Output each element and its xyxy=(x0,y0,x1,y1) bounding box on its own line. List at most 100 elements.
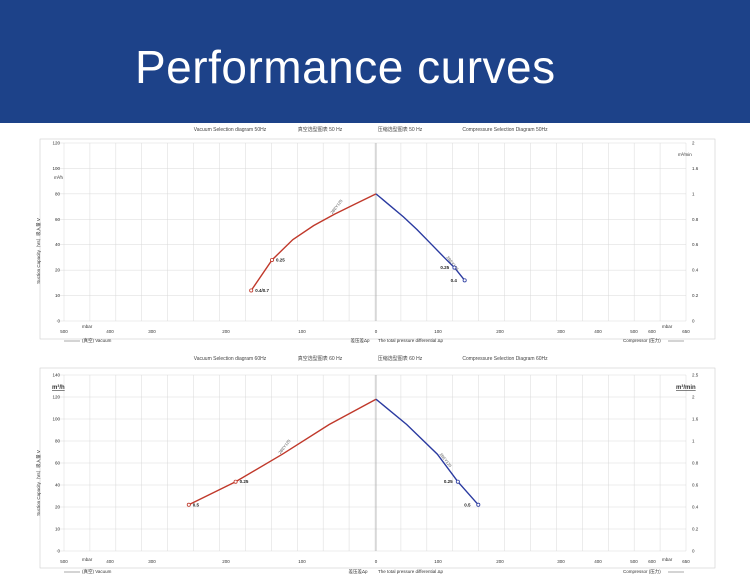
center-label: 差压差Δp xyxy=(348,568,368,575)
x-tick-label-pressure: 400 xyxy=(594,329,602,334)
footer-vacuum: (真空) Vacuum xyxy=(82,337,112,344)
point-label: 0.4/0.7 xyxy=(255,288,269,293)
x-tick-label-pressure: 500 xyxy=(630,329,638,334)
x-tick-label-pressure: 650 xyxy=(682,559,690,564)
y-tick-label-left: 0 xyxy=(57,319,60,324)
curve-point xyxy=(269,257,274,262)
y-tick-label-right: 0.2 xyxy=(692,527,699,532)
point-label: 0.5 xyxy=(193,502,200,507)
y-tick-label-left: 100 xyxy=(52,417,60,422)
y-tick-label-left: 10 xyxy=(55,293,61,298)
x-tick-label-pressure: 200 xyxy=(496,559,504,564)
y-tick-label-right: 0 xyxy=(692,549,695,554)
center-label: 差压差Δp xyxy=(350,337,370,344)
header-pressure-en: Compressure Selection Diagram 50Hz xyxy=(462,127,548,133)
y-axis-label: Suction Capacity（Vs）吸入量 V xyxy=(35,450,42,516)
compressor-curve xyxy=(375,398,479,506)
y-axis-label: Suction Capacity（Vs）吸入量 V xyxy=(35,218,42,284)
y-tick-label-right: 2.5 xyxy=(692,373,699,378)
x-unit-left: mbar xyxy=(82,324,93,329)
y-tick-label-right: 1 xyxy=(692,439,695,444)
x-unit-right: mbar xyxy=(662,324,673,329)
y-tick-label-right: 0 xyxy=(692,319,695,324)
y-tick-label-left: 40 xyxy=(55,483,61,488)
curve-point xyxy=(233,479,238,484)
x-tick-label-vacuum: 300 xyxy=(148,559,156,564)
header-vacuum-cn: 真空选型图表 50 Hz xyxy=(298,126,343,133)
footer-compressor: Compressor (压力) xyxy=(623,337,661,344)
y-tick-label-left: 20 xyxy=(55,505,61,510)
point-label: 0.25 xyxy=(440,265,449,270)
compressor-curve xyxy=(375,193,466,281)
header-pressure-cn: 压缩选型图表 60 Hz xyxy=(378,355,423,362)
y-tick-label-left: 10 xyxy=(55,527,61,532)
x-tick-label-vacuum: 100 xyxy=(298,559,306,564)
right-unit: m³/min xyxy=(676,384,696,391)
left-unit: m³/h xyxy=(52,384,65,391)
header-vacuum-cn: 真空选型图表 60 Hz xyxy=(298,355,343,362)
x-tick-label-pressure: 500 xyxy=(630,559,638,564)
x-tick-label-pressure: 100 xyxy=(434,559,442,564)
page-title: Performance curves xyxy=(135,41,556,93)
curve-point xyxy=(452,265,457,270)
x-tick-label-pressure: 400 xyxy=(594,559,602,564)
x-tick-label-vacuum: 500 xyxy=(60,329,68,334)
y-tick-label-left: 0 xyxy=(57,549,60,554)
axes: 0 10 20 40 60 80 100 120 140 0 0.2 0.4 0.6 0.8 1 1.6 2 2.… xyxy=(52,373,698,565)
x-tick-label-pressure: 600 xyxy=(648,559,656,564)
point-label: 0.5 xyxy=(464,502,471,507)
center-label-right: The total pressure differential Δp xyxy=(378,569,443,574)
y-tick-label-right: 0.8 xyxy=(692,217,699,222)
y-tick-label-left: 60 xyxy=(55,461,61,466)
y-tick-label-right: 0.4 xyxy=(692,268,699,273)
x-tick-label-vacuum: 100 xyxy=(298,329,306,334)
curve-point xyxy=(455,479,460,484)
point-label: 0.4 xyxy=(451,278,458,283)
x-tick-label-vacuum: 200 xyxy=(222,559,230,564)
header-vacuum-en: Vacuum Selection diagram 60Hz xyxy=(194,356,267,362)
curve-point xyxy=(186,502,191,507)
performance-charts: Vacuum Selection diagram 50Hz 真空选型图表 50 … xyxy=(35,126,716,575)
x-tick-label-vacuum: 200 xyxy=(222,329,230,334)
curve-point xyxy=(462,278,467,283)
y-tick-label-right: 2 xyxy=(692,395,695,400)
y-tick-label-right: 0.2 xyxy=(692,293,699,298)
x-tick-label-pressure: 650 xyxy=(682,329,690,334)
y-tick-label-left: 120 xyxy=(52,395,60,400)
header-pressure-en: Compressure Selection Diagram 60Hz xyxy=(462,356,548,362)
footer-vacuum: (真空) Vacuum xyxy=(82,568,112,575)
y-tick-label-left: 80 xyxy=(55,439,61,444)
y-tick-label-left: 40 xyxy=(55,242,61,247)
y-tick-label-right: 0.4 xyxy=(692,505,699,510)
header-vacuum-en: Vacuum Selection diagram 50Hz xyxy=(194,127,267,133)
vacuum-curve xyxy=(188,398,377,506)
x-unit-right: mbar xyxy=(662,557,673,562)
chart-panel-50hz: Vacuum Selection diagram 50Hz 真空选型图表 50 … xyxy=(35,126,716,344)
footer-compressor: Compressor (压力) xyxy=(623,568,661,575)
curve-point xyxy=(476,502,481,507)
x-tick-label-pressure: 200 xyxy=(496,329,504,334)
x-tick-label-vacuum: 400 xyxy=(106,559,114,564)
right-unit: m³/min xyxy=(678,152,692,157)
x-tick-label-vacuum: 400 xyxy=(106,329,114,334)
point-label: 0.25 xyxy=(444,479,453,484)
chart-headers: Vacuum Selection diagram 50Hz 真空选型图表 50 … xyxy=(194,126,548,133)
x-tick-label-vacuum: 0 xyxy=(375,559,378,564)
point-label: 0.25 xyxy=(276,257,285,262)
x-tick-label-pressure: 600 xyxy=(648,329,656,334)
curve-point xyxy=(249,288,254,293)
y-tick-label-right: 1.6 xyxy=(692,417,699,422)
y-tick-label-right: 1 xyxy=(692,191,695,196)
grid xyxy=(56,374,687,552)
y-tick-label-left: 100 xyxy=(52,166,60,171)
grid xyxy=(56,142,687,322)
x-unit-left: mbar xyxy=(82,557,93,562)
left-unit: m³/h xyxy=(54,175,63,180)
y-tick-label-right: 2 xyxy=(692,141,695,146)
x-tick-label-pressure: 300 xyxy=(557,559,565,564)
point-label: 0.25 xyxy=(240,479,249,484)
axes: 0 10 20 40 60 80 100 120 0 0.2 0.4 0.6 0.8 1 1.6 2 500 40… xyxy=(52,141,698,335)
x-tick-label-pressure: 100 xyxy=(434,329,442,334)
y-tick-label-right: 0.8 xyxy=(692,461,699,466)
y-tick-label-left: 120 xyxy=(52,141,60,146)
